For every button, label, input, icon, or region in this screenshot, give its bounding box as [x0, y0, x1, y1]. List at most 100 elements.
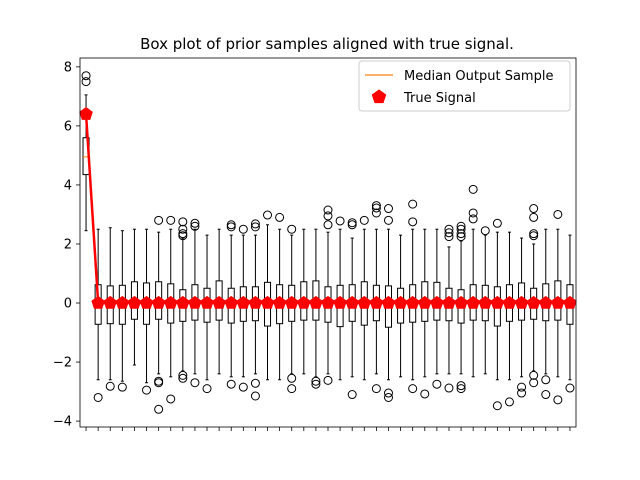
outlier-point — [456, 381, 466, 391]
outlier-point — [371, 384, 381, 394]
outlier-point — [142, 385, 152, 395]
outlier-point — [154, 215, 164, 225]
true-signal-marker — [405, 295, 420, 309]
outlier-point — [335, 216, 345, 226]
box-25 — [371, 201, 381, 394]
outlier-point — [408, 217, 418, 227]
outlier-point — [178, 229, 188, 239]
outlier-point — [383, 204, 393, 214]
outlier-point — [529, 370, 539, 380]
outlier-point — [226, 379, 236, 389]
y-tick-label: −2 — [53, 356, 72, 371]
outlier-point — [250, 222, 260, 232]
outlier-point — [275, 212, 285, 222]
true-signal-marker — [333, 295, 347, 309]
outlier-point — [504, 397, 514, 407]
y-tick-label: 8 — [64, 60, 72, 75]
true-signal-marker — [79, 106, 93, 120]
true-signal-marker — [139, 295, 154, 309]
outlier-point — [444, 383, 454, 393]
outlier-point — [190, 378, 200, 388]
outlier-point — [456, 224, 466, 234]
true-signal-marker — [91, 295, 105, 309]
outlier-point — [480, 226, 490, 236]
true-signal-marker — [442, 295, 456, 309]
true-signal-marker — [418, 295, 432, 309]
true-signal-marker — [163, 295, 178, 309]
outlier-point — [81, 71, 91, 81]
outlier-point — [347, 390, 357, 400]
true-signal-marker — [103, 295, 118, 309]
outlier-point — [250, 219, 260, 229]
outlier-point — [529, 229, 539, 239]
true-signal-marker — [212, 295, 226, 309]
outlier-point — [323, 211, 333, 221]
outlier-point — [408, 199, 418, 209]
true-signal-marker — [236, 295, 251, 309]
true-signal-marker — [272, 295, 287, 309]
true-signal-marker — [381, 295, 396, 309]
y-tick-label: 2 — [64, 237, 72, 252]
outlier-point — [371, 201, 381, 211]
outlier-point — [565, 383, 575, 393]
true-signal-marker — [176, 295, 190, 309]
outlier-point — [529, 378, 539, 388]
outlier-point — [154, 378, 164, 388]
true-signal-marker — [357, 295, 372, 309]
outlier-point — [383, 215, 393, 225]
true-signal-marker — [284, 295, 299, 309]
true-signal-marker — [538, 295, 553, 309]
plot-area: −4 −2 0 2 4 6 8 — [53, 57, 577, 431]
y-tick-label: 4 — [64, 178, 72, 193]
outlier-point — [517, 382, 527, 392]
true-signal-marker — [430, 295, 444, 309]
outlier-point — [154, 404, 164, 414]
box-4 — [117, 230, 127, 392]
legend-true-signal-marker — [371, 89, 387, 104]
chart-title: Box plot of prior samples aligned with t… — [140, 35, 514, 53]
outlier-point — [311, 376, 321, 386]
outlier-point — [323, 220, 333, 230]
outlier-point — [444, 232, 454, 242]
true-signal-marker — [188, 295, 202, 309]
outlier-point — [383, 388, 393, 398]
true-signal-marker — [502, 295, 517, 309]
true-signal-marker — [478, 295, 493, 309]
outlier-point — [323, 205, 333, 215]
outlier-point — [468, 208, 478, 218]
outlier-point — [541, 390, 551, 400]
true-signal-marker — [127, 295, 142, 309]
outlier-point — [117, 382, 127, 392]
outlier-point — [202, 384, 212, 394]
outlier-point — [468, 184, 478, 194]
axes-frame — [79, 57, 577, 428]
outlier-point — [226, 220, 236, 230]
outlier-point — [432, 379, 442, 389]
outlier-point — [190, 218, 200, 228]
outlier-point — [311, 379, 321, 389]
outlier-point — [529, 231, 539, 241]
true-signal-marker — [200, 295, 214, 309]
outlier-point — [492, 401, 502, 411]
true-signal-marker — [563, 295, 577, 309]
true-signal-marker — [297, 295, 311, 309]
outlier-point — [250, 378, 260, 388]
outlier-point — [238, 224, 248, 234]
outlier-point — [529, 212, 539, 222]
outlier-point — [408, 384, 418, 394]
true-signal-marker — [393, 295, 408, 309]
outlier-point — [383, 392, 393, 402]
true-signal-marker — [151, 295, 166, 309]
outlier-point — [250, 391, 260, 401]
outlier-point — [287, 373, 297, 383]
outlier-point — [517, 388, 527, 398]
true-signal-marker — [309, 295, 323, 309]
outlier-point — [529, 204, 539, 214]
outlier-point — [178, 217, 188, 227]
true-signal-marker — [490, 295, 505, 309]
outlier-point — [105, 381, 115, 391]
outlier-point — [553, 209, 563, 219]
outlier-point — [371, 208, 381, 218]
true-signal-marker — [454, 295, 468, 309]
